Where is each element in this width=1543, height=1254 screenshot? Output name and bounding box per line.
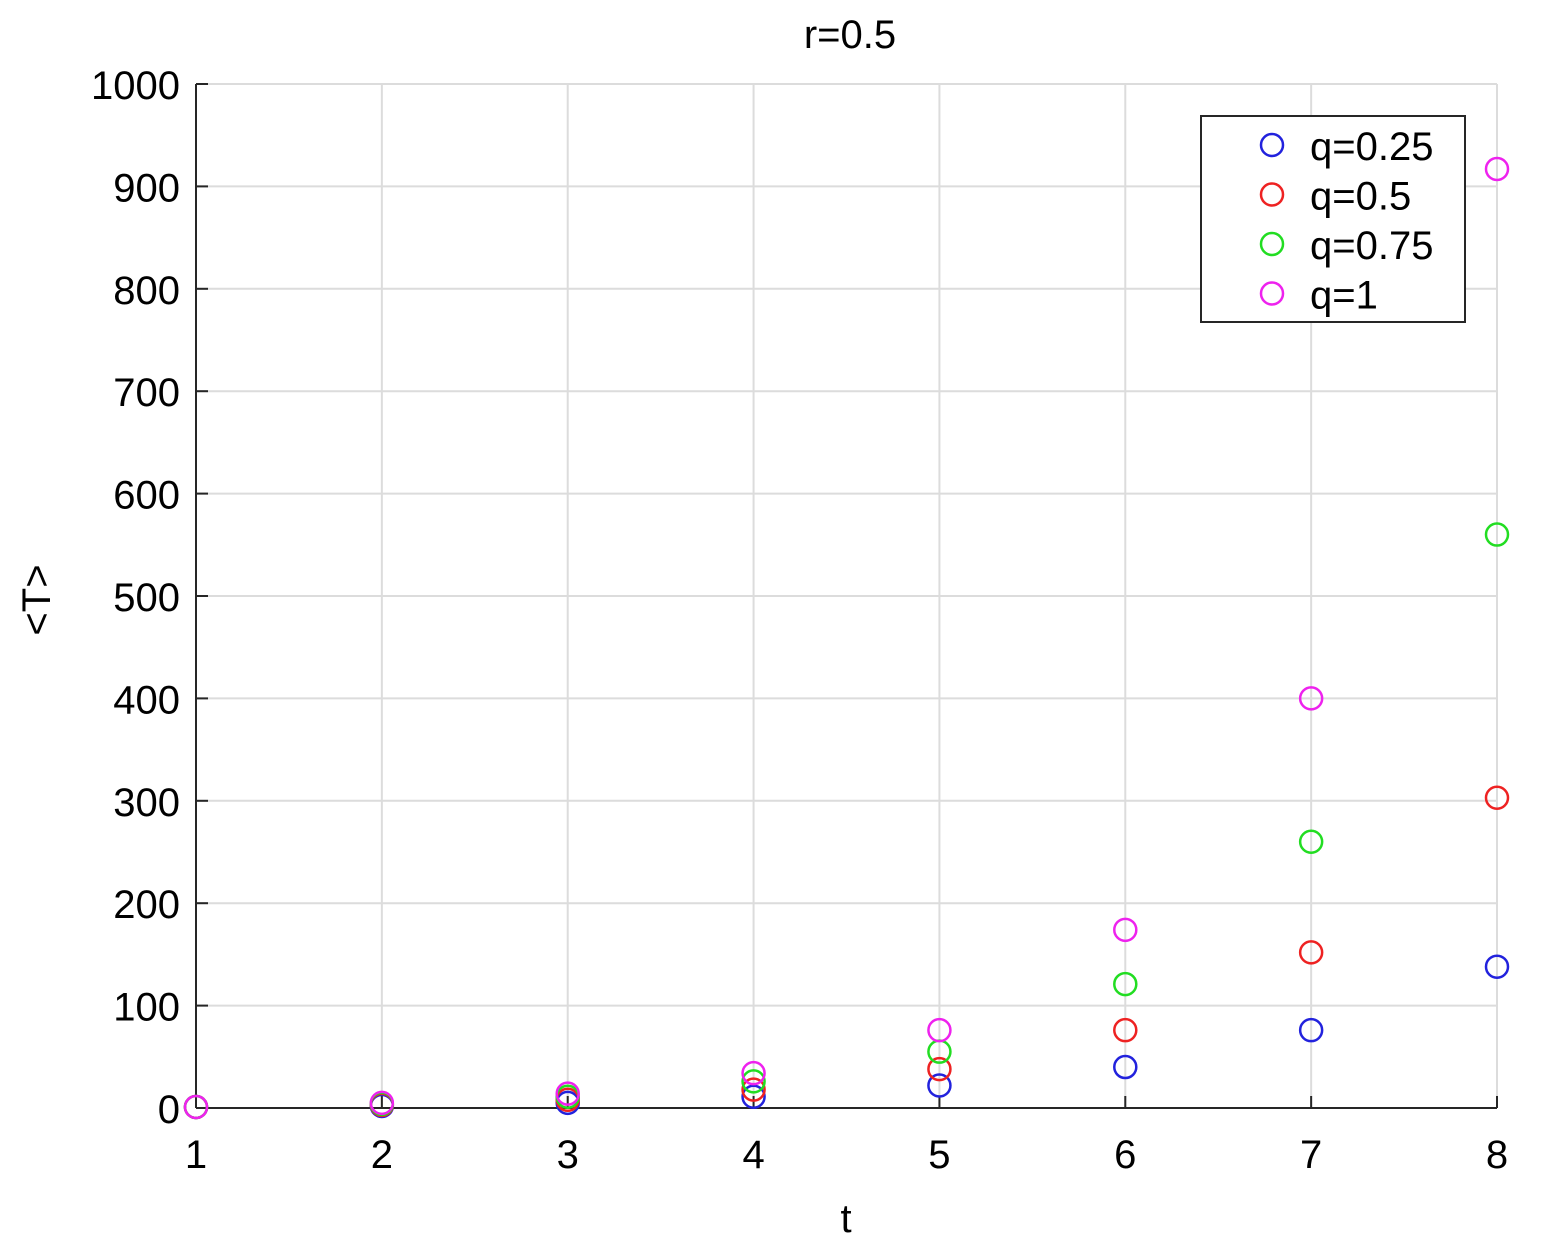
data-point [741, 1069, 766, 1094]
data-point [1113, 917, 1138, 943]
data-point [927, 1056, 952, 1082]
data-point [1484, 522, 1510, 547]
data-point [927, 1073, 952, 1098]
data-point [183, 1094, 209, 1120]
legend-label: q=0.25 [1310, 125, 1433, 169]
y-tick-label: 0 [158, 1088, 180, 1132]
chart-title: r=0.5 [804, 13, 896, 57]
legend-label: q=0.5 [1310, 175, 1411, 219]
data-point [1113, 971, 1138, 997]
legend-marker [1259, 281, 1285, 306]
y-tick-label: 500 [113, 576, 180, 620]
x-tick-label: 2 [371, 1133, 393, 1177]
data-point [1113, 1017, 1138, 1043]
y-tick-label: 1000 [91, 64, 180, 108]
y-tick-label: 800 [113, 269, 180, 313]
data-point [1298, 829, 1324, 855]
y-tick-label: 100 [113, 986, 180, 1030]
y-tick-label: 200 [113, 883, 180, 927]
y-tick-label: 400 [113, 678, 180, 722]
data-point [1484, 785, 1510, 810]
x-tick-label: 1 [185, 1133, 207, 1177]
data-point [1298, 686, 1324, 711]
x-axis-title: t [840, 1197, 851, 1241]
data-point [555, 1081, 580, 1106]
data-point [741, 1084, 766, 1109]
y-tick-label: 600 [113, 474, 180, 518]
data-point [927, 1017, 952, 1043]
x-tick-label: 5 [928, 1133, 950, 1177]
x-tick-label: 4 [742, 1133, 764, 1177]
y-tick-label: 300 [113, 781, 180, 825]
x-tick-label: 8 [1486, 1133, 1508, 1177]
legend: q=0.25 q=0.5 q=0.75 q=1 [1200, 115, 1466, 323]
x-tick-label: 7 [1300, 1133, 1322, 1177]
y-axis-title: <T> [15, 564, 59, 635]
x-tick-label: 3 [557, 1133, 579, 1177]
legend-label: q=1 [1310, 274, 1378, 318]
legend-marker [1259, 231, 1285, 257]
x-tick-label: 6 [1114, 1133, 1136, 1177]
data-point [1484, 954, 1510, 979]
data-point [1298, 1017, 1324, 1043]
y-tick-label: 700 [113, 371, 180, 415]
axes: 1 2 3 4 5 6 7 8 0 100 200 300 400 500 600 700 800 900 1000 [91, 64, 1508, 1177]
data-marks [183, 156, 1510, 1120]
data-point [1484, 156, 1510, 182]
legend-marker [1259, 182, 1285, 207]
data-point [741, 1077, 766, 1102]
legend-box [1200, 115, 1466, 323]
data-point [1113, 1054, 1138, 1080]
y-tick-label: 900 [113, 166, 180, 210]
legend-label: q=0.75 [1310, 224, 1433, 268]
data-point [741, 1060, 766, 1086]
data-point [1298, 940, 1324, 965]
data-point [369, 1090, 395, 1116]
legend-marker [1259, 132, 1285, 158]
